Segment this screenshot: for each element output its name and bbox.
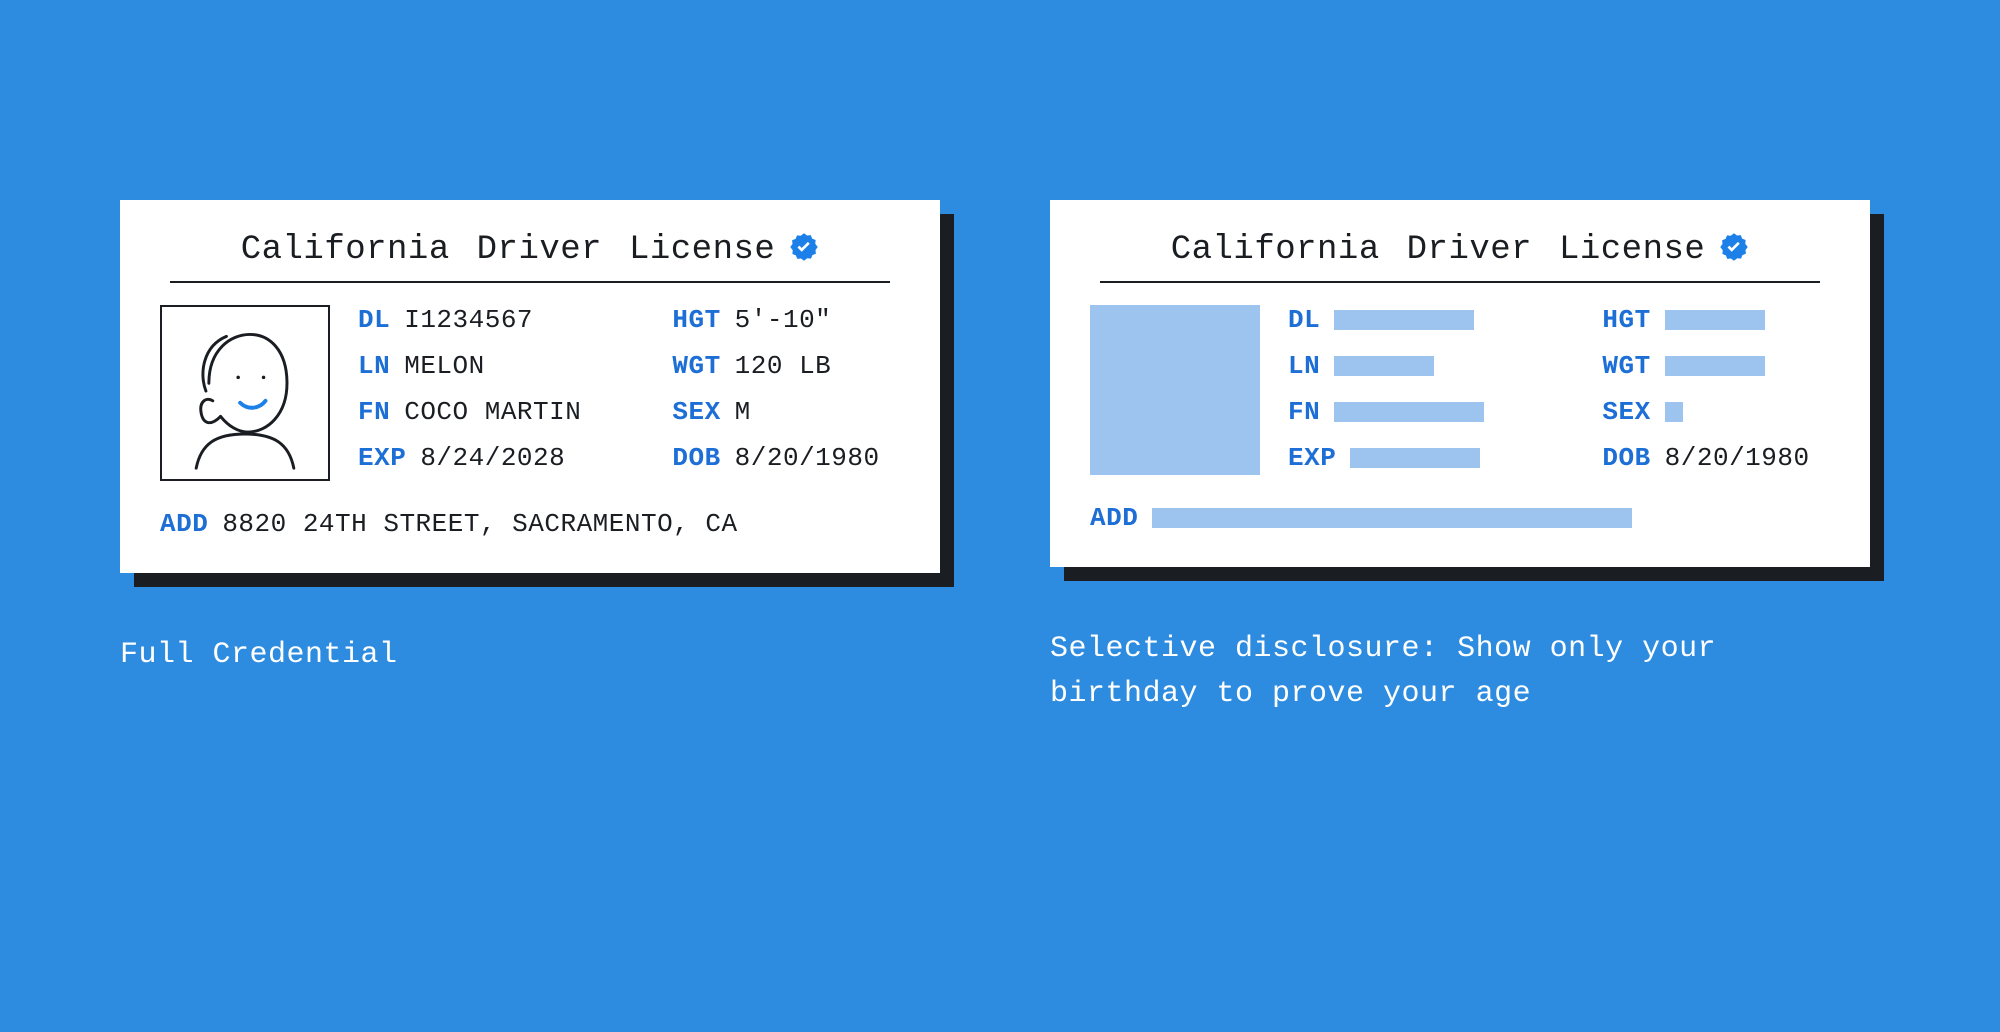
license-card-full: California Driver License xyxy=(120,200,940,573)
license-card-selective: California Driver License DL HGT xyxy=(1050,200,1870,567)
value-exp: 8/24/2028 xyxy=(420,443,565,473)
field-sex: SEX M xyxy=(672,397,900,427)
label-exp: EXP xyxy=(358,443,406,473)
label-dl: DL xyxy=(1288,305,1320,335)
value-hgt: 5'-10" xyxy=(735,305,832,335)
fields-grid: DL HGT LN WGT xyxy=(1288,305,1830,475)
card-header: California Driver License xyxy=(1100,228,1820,283)
redact-dl xyxy=(1334,310,1474,330)
fields-grid: DL I1234567 HGT 5'-10" LN MELON WGT 120 … xyxy=(358,305,900,481)
label-dl: DL xyxy=(358,305,390,335)
redact-exp xyxy=(1350,448,1480,468)
redact-fn xyxy=(1334,402,1484,422)
label-add: ADD xyxy=(1090,503,1138,533)
label-fn: FN xyxy=(358,397,390,427)
card-title: California Driver License xyxy=(241,231,776,269)
label-ln: LN xyxy=(1288,351,1320,381)
redact-wgt xyxy=(1665,356,1765,376)
label-wgt: WGT xyxy=(672,351,720,381)
selective-disclosure-column: California Driver License DL HGT xyxy=(1050,200,1870,1032)
field-exp: EXP xyxy=(1288,443,1602,473)
label-wgt: WGT xyxy=(1602,351,1650,381)
label-sex: SEX xyxy=(1602,397,1650,427)
field-fn: FN xyxy=(1288,397,1602,427)
card-shadow: California Driver License xyxy=(120,200,940,573)
label-hgt: HGT xyxy=(1602,305,1650,335)
field-add: ADD 8820 24TH STREET, SACRAMENTO, CA xyxy=(160,509,900,539)
card-body: DL HGT LN WGT xyxy=(1090,305,1830,475)
license-photo xyxy=(160,305,330,481)
redact-add xyxy=(1152,508,1632,528)
value-dob: 8/20/1980 xyxy=(1665,443,1810,473)
field-dob: DOB 8/20/1980 xyxy=(672,443,900,473)
value-ln: MELON xyxy=(404,351,485,381)
redact-ln xyxy=(1334,356,1434,376)
field-dob: DOB 8/20/1980 xyxy=(1602,443,1830,473)
field-hgt: HGT xyxy=(1602,305,1830,335)
card-title: California Driver License xyxy=(1171,231,1706,269)
field-exp: EXP 8/24/2028 xyxy=(358,443,672,473)
label-dob: DOB xyxy=(672,443,720,473)
caption-selective: Selective disclosure: Show only your bir… xyxy=(1050,627,1870,717)
field-wgt: WGT xyxy=(1602,351,1830,381)
card-body: DL I1234567 HGT 5'-10" LN MELON WGT 120 … xyxy=(160,305,900,481)
field-add: ADD xyxy=(1090,503,1830,533)
field-wgt: WGT 120 LB xyxy=(672,351,900,381)
caption-full: Full Credential xyxy=(120,633,940,678)
field-hgt: HGT 5'-10" xyxy=(672,305,900,335)
value-dl: I1234567 xyxy=(404,305,533,335)
label-dob: DOB xyxy=(1602,443,1650,473)
field-dl: DL I1234567 xyxy=(358,305,672,335)
field-dl: DL xyxy=(1288,305,1602,335)
field-ln: LN MELON xyxy=(358,351,672,381)
value-add: 8820 24TH STREET, SACRAMENTO, CA xyxy=(222,509,737,539)
redact-sex xyxy=(1665,402,1683,422)
label-fn: FN xyxy=(1288,397,1320,427)
field-fn: FN COCO MARTIN xyxy=(358,397,672,427)
verified-badge-icon xyxy=(789,232,819,262)
value-wgt: 120 LB xyxy=(735,351,832,381)
value-sex: M xyxy=(735,397,751,427)
value-dob: 8/20/1980 xyxy=(735,443,880,473)
label-hgt: HGT xyxy=(672,305,720,335)
redact-hgt xyxy=(1665,310,1765,330)
card-shadow: California Driver License DL HGT xyxy=(1050,200,1870,567)
label-add: ADD xyxy=(160,509,208,539)
verified-badge-icon xyxy=(1719,232,1749,262)
value-fn: COCO MARTIN xyxy=(404,397,581,427)
label-sex: SEX xyxy=(672,397,720,427)
full-credential-column: California Driver License xyxy=(120,200,940,1032)
field-ln: LN xyxy=(1288,351,1602,381)
license-photo-redacted xyxy=(1090,305,1260,475)
label-ln: LN xyxy=(358,351,390,381)
label-exp: EXP xyxy=(1288,443,1336,473)
field-sex: SEX xyxy=(1602,397,1830,427)
card-header: California Driver License xyxy=(170,228,890,283)
